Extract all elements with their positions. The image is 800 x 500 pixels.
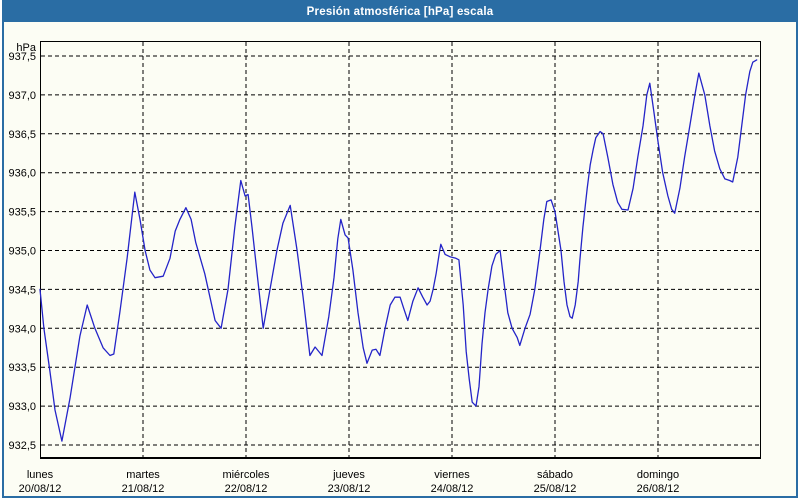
y-tick-label: 936,0	[8, 168, 36, 180]
x-day-date: 26/08/12	[637, 483, 680, 495]
x-day-name: domingo	[637, 469, 679, 481]
x-day-date: 21/08/12	[122, 483, 165, 495]
x-day-date: 25/08/12	[534, 483, 577, 495]
y-tick-label: 934,5	[8, 284, 36, 296]
x-day-name: lunes	[27, 469, 54, 481]
y-tick-label: 933,0	[8, 401, 36, 413]
window-titlebar: Presión atmosférica [hPa] escala	[4, 2, 796, 22]
pressure-chart: 937,5 937,0 936,5 936,0 935,5 935,0 934,5 934,0…	[8, 41, 761, 495]
y-axis-unit-label: hPa	[16, 42, 36, 54]
y-tick-label: 937,0	[8, 90, 36, 102]
y-tick-label: 935,5	[8, 207, 36, 219]
x-day-name: martes	[126, 469, 160, 481]
y-tick-label: 935,0	[8, 246, 36, 258]
y-tick-label: 937,5	[8, 51, 36, 63]
pressure-line	[39, 59, 758, 442]
x-day-name: jueves	[332, 469, 365, 481]
y-tick-label: 933,5	[8, 362, 36, 374]
y-tick-label: 932,5	[8, 440, 36, 452]
window-title: Presión atmosférica [hPa] escala	[306, 6, 494, 18]
x-day-name: miércoles	[222, 469, 270, 481]
x-day-date: 24/08/12	[431, 483, 474, 495]
chart-container: 937,5 937,0 936,5 936,0 935,5 935,0 934,5 934,0…	[4, 22, 796, 496]
x-day-date: 23/08/12	[328, 483, 371, 495]
x-day-date: 20/08/12	[19, 483, 62, 495]
x-day-name: sábado	[537, 469, 573, 481]
x-day-date: 22/08/12	[225, 483, 268, 495]
y-tick-label: 936,5	[8, 129, 36, 141]
x-day-name: viernes	[434, 469, 470, 481]
y-tick-label: 934,0	[8, 323, 36, 335]
